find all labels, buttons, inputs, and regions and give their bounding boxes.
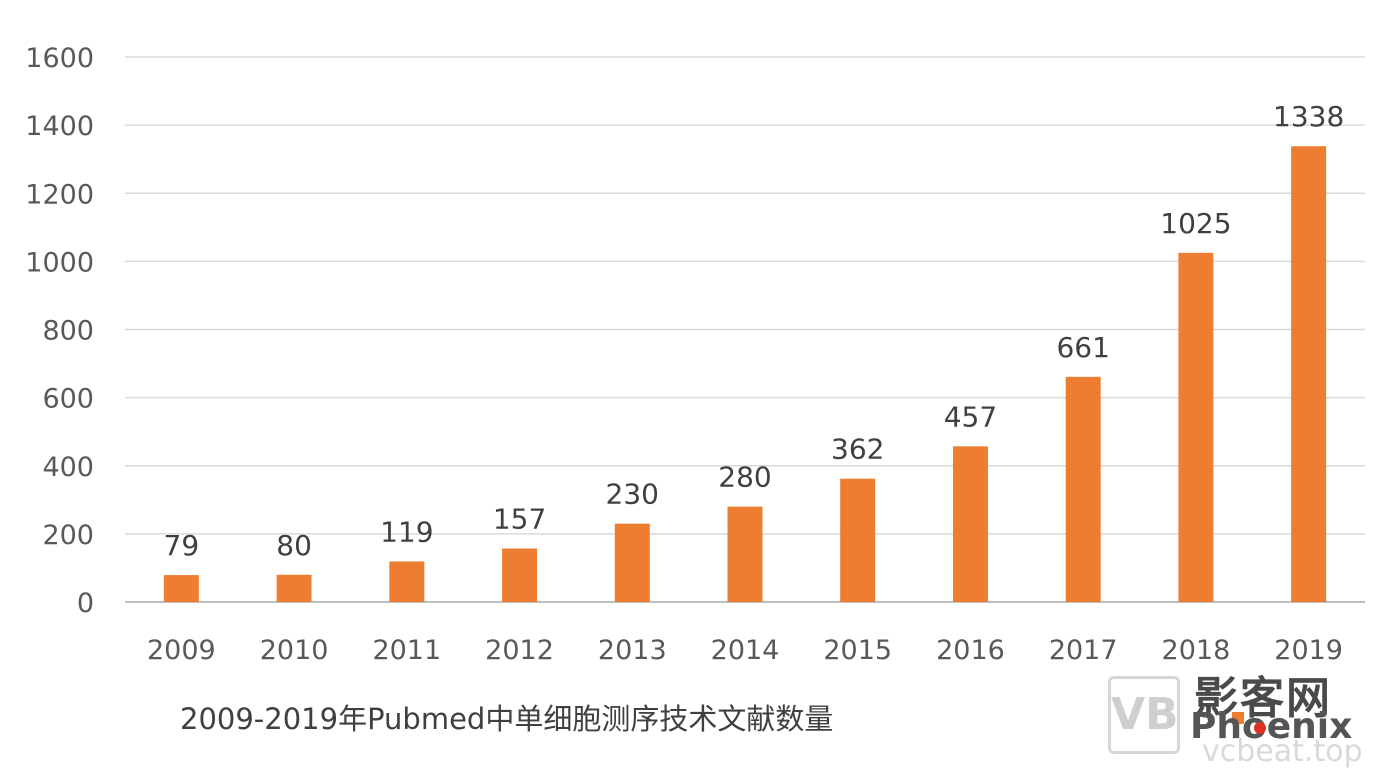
bar-2010: [276, 574, 312, 602]
x-tick-label-2019: 2019: [1274, 635, 1343, 666]
data-label-2017: 661: [1056, 331, 1109, 364]
x-tick-label-2009: 2009: [147, 635, 216, 666]
data-label-2012: 157: [493, 503, 546, 536]
bar-2011: [389, 561, 425, 602]
x-tick-label-2012: 2012: [485, 635, 554, 666]
watermark-dot-icon: [1254, 722, 1266, 734]
watermark: VB 影客网 Phoenix vcbeat.top: [1108, 662, 1390, 770]
y-tick-label: 400: [42, 452, 94, 483]
bar-2017: [1065, 376, 1101, 602]
x-tick-label-2017: 2017: [1049, 635, 1118, 666]
bar-2009: [163, 575, 199, 602]
watermark-english-name: Phoenix: [1190, 706, 1353, 747]
x-tick-label-2015: 2015: [823, 635, 892, 666]
x-tick-label-2016: 2016: [936, 635, 1005, 666]
data-label-2016: 457: [944, 400, 997, 433]
x-tick-label-2011: 2011: [372, 635, 441, 666]
bars: [163, 146, 1327, 602]
bar-2016: [952, 446, 988, 602]
data-label-2019: 1338: [1273, 100, 1344, 133]
data-label-2013: 230: [606, 478, 659, 511]
watermark-site-name: 影客网: [1194, 673, 1332, 724]
y-tick-label: 1000: [25, 247, 94, 278]
y-tick-label: 1400: [25, 111, 94, 142]
x-tick-label-2018: 2018: [1162, 635, 1231, 666]
data-label-2009: 79: [164, 529, 200, 562]
watermark-domain: vcbeat.top: [1202, 734, 1363, 769]
data-label-2010: 80: [276, 529, 312, 562]
data-label-2015: 362: [831, 433, 884, 466]
y-tick-label: 1200: [25, 179, 94, 210]
data-label-2014: 280: [718, 461, 771, 494]
x-tick-label-2013: 2013: [598, 635, 667, 666]
x-tick-label-2014: 2014: [711, 635, 780, 666]
bar-2013: [614, 523, 650, 602]
bar-2018: [1178, 252, 1214, 602]
chart-title: 2009-2019年Pubmed中单细胞测序技术文献数量: [180, 702, 834, 736]
bar-2014: [727, 506, 763, 602]
data-labels: 79 80 119 157 230 280 362 457 661 1025 1338: [164, 100, 1345, 562]
gridlines: [125, 56, 1365, 603]
data-label-2011: 119: [380, 515, 433, 548]
x-axis-ticks: 2009 2010 2011 2012 2013 2014 2015 2016 2017 2018…: [147, 635, 1343, 666]
bar-2015: [840, 478, 876, 602]
y-tick-label: 0: [77, 588, 94, 619]
data-label-2018: 1025: [1160, 207, 1231, 240]
y-tick-label: 200: [42, 520, 94, 551]
watermark-square-icon: [1232, 712, 1244, 724]
bar-2019: [1291, 146, 1327, 602]
y-axis-ticks: 0 200 400 600 800 1000 1200 1400 1600: [25, 43, 94, 619]
y-tick-label: 600: [42, 384, 94, 415]
watermark-logo-icon: VB: [1108, 676, 1180, 754]
x-tick-label-2010: 2010: [260, 635, 329, 666]
bar-2012: [502, 548, 538, 602]
y-tick-label: 1600: [25, 43, 94, 74]
y-tick-label: 800: [42, 316, 94, 347]
